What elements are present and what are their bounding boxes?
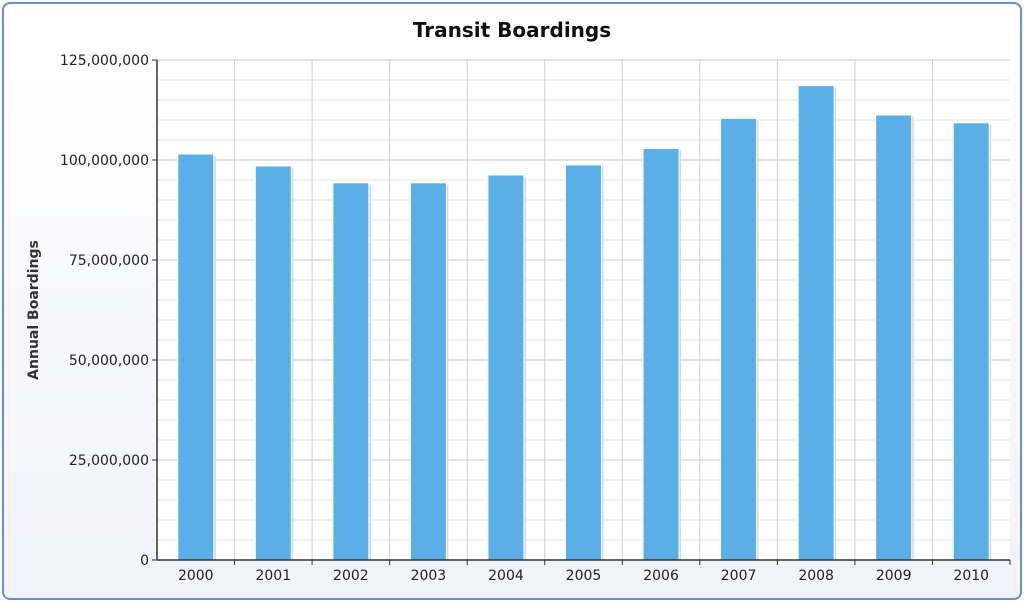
x-tick-label: 2003	[411, 568, 447, 584]
x-tick-label: 2001	[255, 568, 291, 584]
y-axis-label: Annual Boardings	[26, 240, 42, 380]
bar-2007	[720, 117, 758, 561]
axes: 2000 2001 2002 2003 2004 2005 2006 2007 2008 2009…	[60, 53, 1011, 584]
x-tick-label: 2008	[798, 568, 834, 584]
bar-2002	[332, 182, 370, 561]
y-tick-label: 25,000,000	[69, 453, 149, 469]
bar-2005	[565, 164, 602, 561]
y-tick-label: 0	[140, 553, 149, 569]
bar-2001	[254, 165, 292, 561]
bar-2004	[487, 174, 525, 561]
x-tick-label: 2000	[178, 568, 214, 584]
bar-2009	[875, 114, 913, 561]
bar-2000	[177, 153, 215, 561]
x-tick-label: 2005	[566, 568, 602, 584]
x-tick-label: 2006	[643, 568, 679, 584]
bar-2006	[642, 147, 680, 561]
bar-2008	[797, 85, 835, 561]
bars	[177, 85, 992, 561]
y-tick-label: 50,000,000	[69, 353, 149, 369]
x-tick-label: 2002	[333, 568, 369, 584]
y-tick-label: 100,000,000	[60, 153, 149, 169]
chart-title: Transit Boardings	[412, 18, 612, 42]
x-tick-label: 2004	[488, 568, 524, 584]
x-tick-label: 2009	[876, 568, 912, 584]
bar-2010	[952, 122, 990, 561]
y-tick-label: 75,000,000	[69, 253, 149, 269]
bar-2003	[409, 182, 447, 561]
y-tick-label: 125,000,000	[60, 53, 149, 69]
x-tick-label: 2007	[721, 568, 757, 584]
x-tick-label: 2010	[953, 568, 989, 584]
